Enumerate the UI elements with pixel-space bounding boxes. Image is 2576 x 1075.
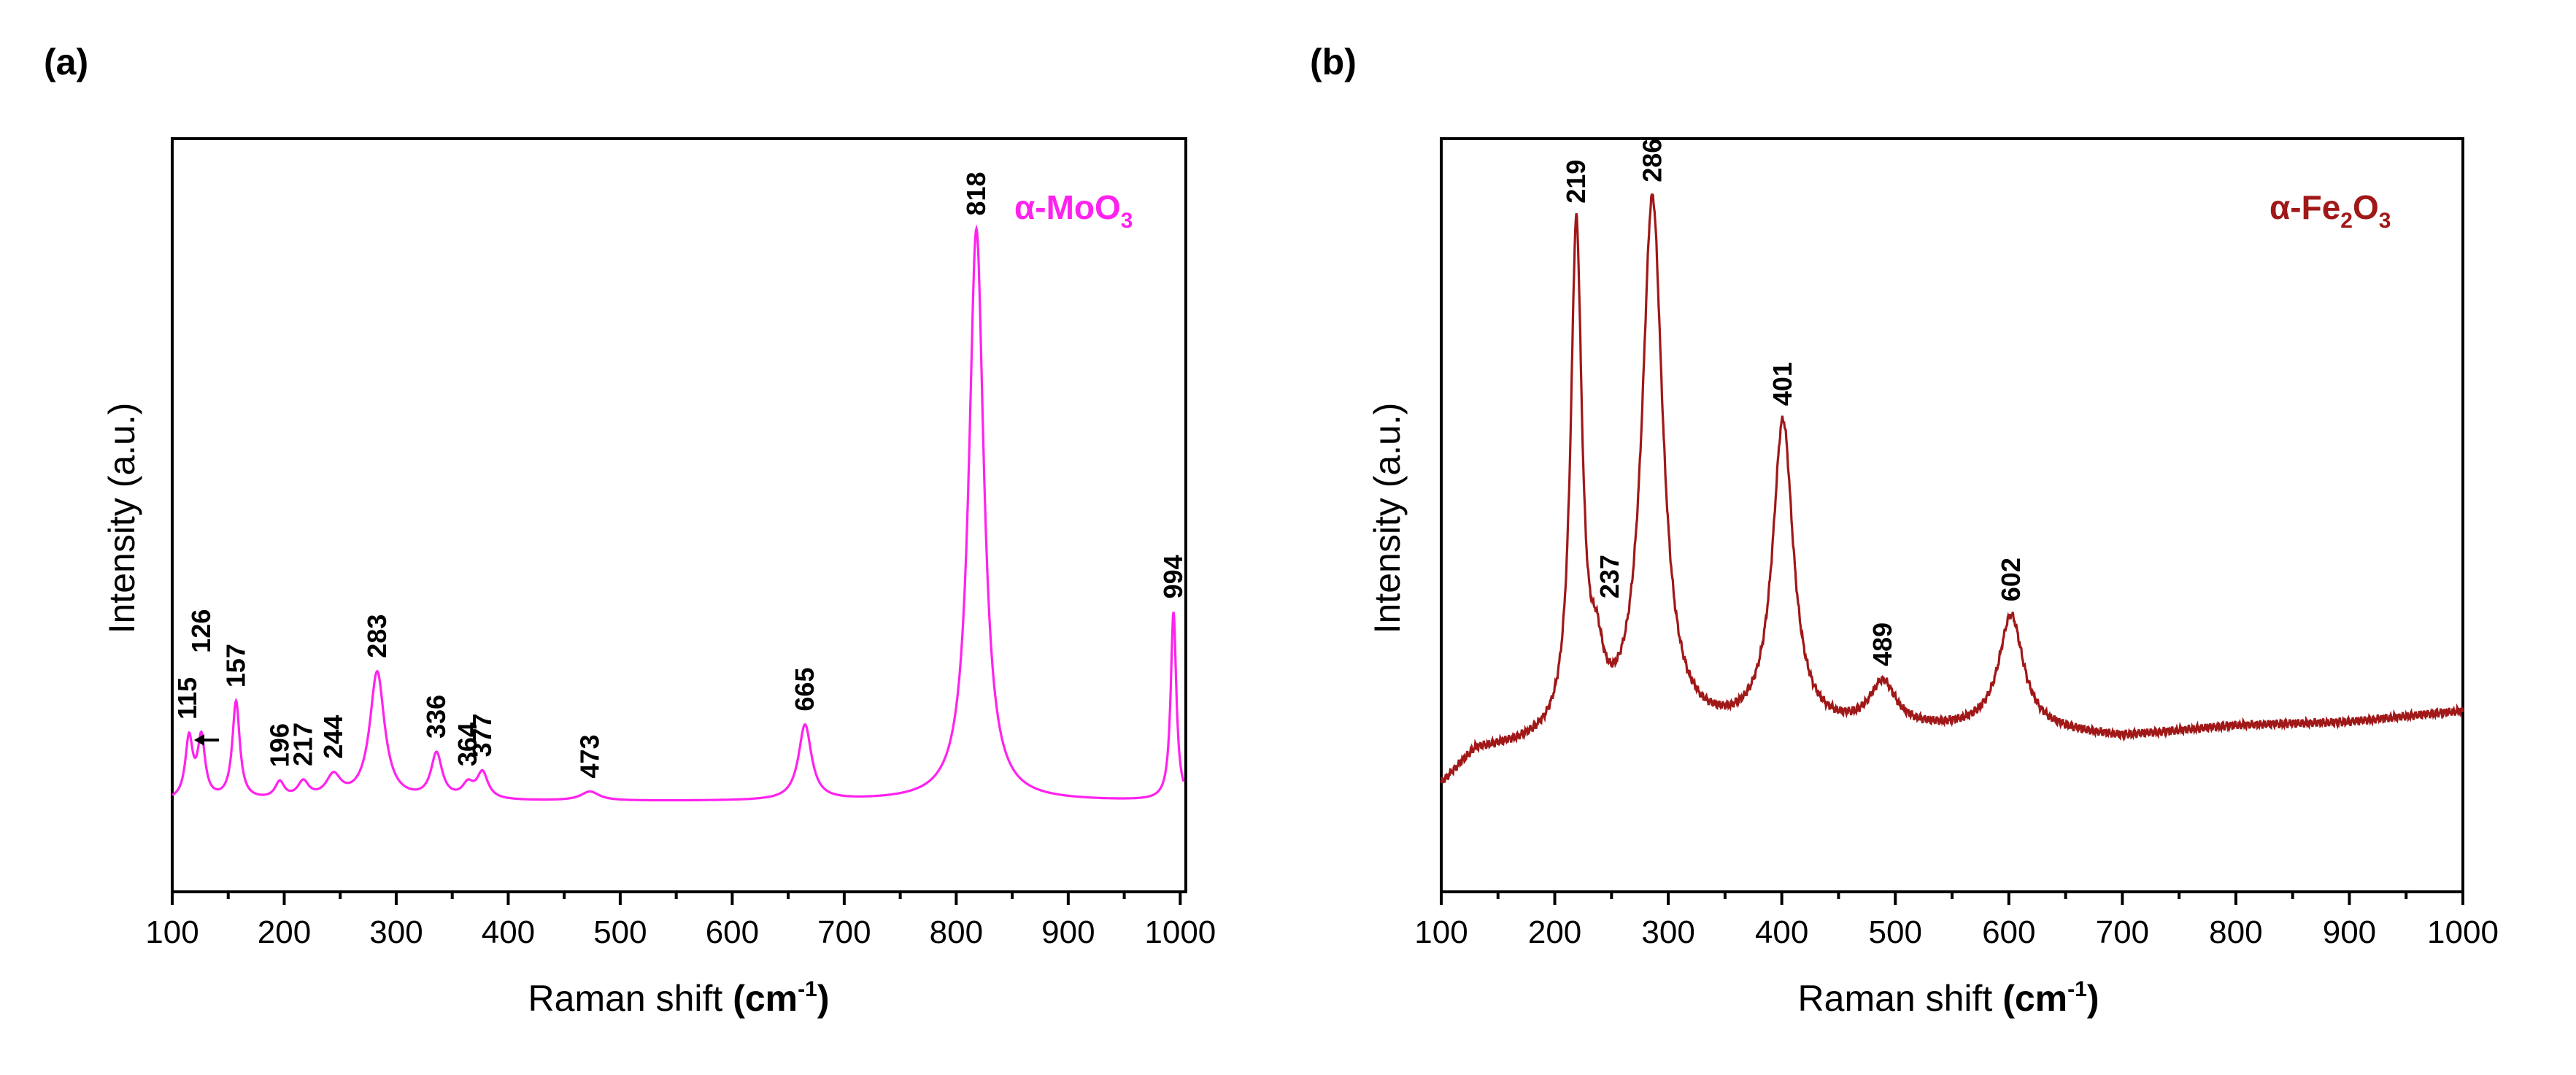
peak-label: 244 (318, 715, 348, 759)
peak-label: 818 (961, 172, 991, 215)
x-tick-label: 400 (482, 914, 535, 950)
peak-label: 219 (1561, 160, 1591, 204)
peak-label: 364 (452, 723, 482, 766)
x-tick-label: 500 (1869, 914, 1922, 950)
panel-b-label: (b) (1310, 42, 1357, 82)
peak-label: 665 (790, 668, 820, 712)
peak-label: 336 (421, 695, 451, 739)
panel-b-series-line (1440, 193, 2464, 784)
peak-label: 994 (1158, 555, 1188, 598)
x-tick-label: 700 (2096, 914, 2149, 950)
panel-a-mo-o3: (a) 100 200 300 400 500 600 700 800 900 1000 1151… (44, 42, 1216, 1019)
panel-b-x-axis-title: Raman shift (cm-1) (1798, 977, 2099, 1019)
panel-b-x-axis: 100 200 300 400 500 600 700 800 900 1000 (1414, 892, 2499, 950)
x-tick-label: 700 (817, 914, 871, 950)
x-tick-label: 600 (1982, 914, 2035, 950)
peak-label: 283 (362, 614, 392, 658)
peak-label: 196 (264, 723, 294, 767)
peak-label: 602 (1996, 558, 2026, 601)
panel-b-y-axis-title: Intensity (a.u.) (1367, 403, 1408, 634)
peak-label: 377 (467, 713, 497, 757)
x-tick-label: 300 (1641, 914, 1694, 950)
x-tick-label: 200 (258, 914, 311, 950)
panel-a-126-arrow (194, 734, 219, 746)
x-tick-label: 1000 (2427, 914, 2499, 950)
panel-a-x-axis: 100 200 300 400 500 600 700 800 900 1000 (145, 892, 1216, 950)
peak-label: 157 (221, 644, 251, 687)
panel-a-plot-frame (171, 137, 1187, 893)
peak-label: 401 (1767, 362, 1797, 406)
panel-a-sample-label: α-MoO3 (1014, 188, 1133, 233)
peak-label: 217 (288, 723, 318, 766)
x-tick-label: 400 (1755, 914, 1808, 950)
x-tick-label: 300 (369, 914, 423, 950)
x-tick-label: 600 (706, 914, 759, 950)
x-tick-label: 900 (1041, 914, 1095, 950)
peak-label: 237 (1594, 555, 1624, 598)
panel-b-plot-frame (1440, 137, 2464, 893)
panel-a-y-axis-title: Intensity (a.u.) (101, 403, 142, 634)
peak-label: 489 (1867, 623, 1897, 666)
x-tick-label: 900 (2323, 914, 2376, 950)
x-tick-label: 500 (593, 914, 647, 950)
peak-label: 473 (575, 734, 605, 778)
panel-b-sample-label: α-Fe2O3 (2270, 188, 2391, 233)
x-tick-label: 200 (1528, 914, 1581, 950)
panel-a-label: (a) (44, 42, 88, 82)
panel-a-series-line (171, 224, 1185, 802)
x-tick-label: 100 (1414, 914, 1468, 950)
x-tick-label: 800 (930, 914, 983, 950)
peak-label: 126 (186, 609, 216, 653)
x-tick-label: 100 (145, 914, 198, 950)
panel-b-fe2-o3: (b) 100 200 300 400 500 600 700 800 900 1000 2192… (1310, 42, 2499, 1019)
x-tick-label: 800 (2209, 914, 2262, 950)
panel-b-peak-labels: 219 237 286 401 489 602 (1561, 139, 2026, 666)
panel-a-x-axis-title: Raman shift (cm-1) (528, 977, 830, 1019)
peak-label: 115 (172, 677, 202, 720)
peak-label: 286 (1637, 139, 1667, 182)
x-tick-label: 1000 (1144, 914, 1216, 950)
